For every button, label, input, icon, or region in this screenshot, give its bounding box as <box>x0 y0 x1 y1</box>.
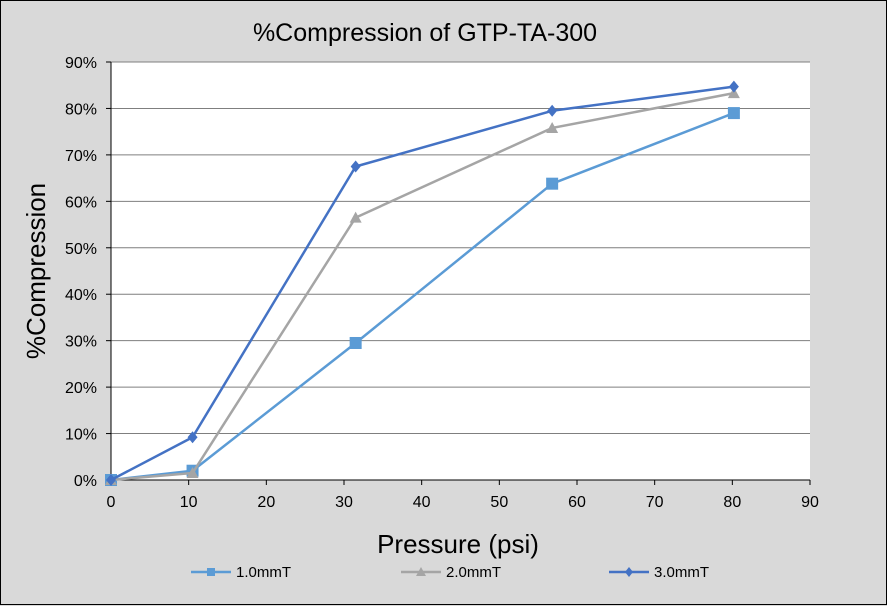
data-point <box>728 80 739 93</box>
y-tick-label: 40% <box>65 287 97 304</box>
data-point <box>106 474 116 486</box>
plot-area <box>111 62 810 480</box>
gridlines <box>111 61 810 435</box>
legend-marker <box>416 567 426 576</box>
data-point <box>349 336 362 349</box>
x-axis-title: Pressure (psi) <box>377 529 539 559</box>
legend-label: 1.0mmT <box>236 564 291 581</box>
y-tick-label: 80% <box>65 101 97 118</box>
y-tick-label: 30% <box>65 334 97 351</box>
series-group <box>105 80 740 486</box>
x-tick-label: 70 <box>646 494 664 511</box>
y-tick-label: 60% <box>65 194 97 211</box>
y-tick-label: 70% <box>65 148 97 165</box>
data-point <box>547 104 558 117</box>
legend-label: 3.0mmT <box>654 564 709 581</box>
y-axis-title: %Compression <box>21 183 51 359</box>
data-point <box>186 467 199 479</box>
x-tick-label: 20 <box>257 494 275 511</box>
legend-item: 3.0mmT <box>609 564 709 581</box>
legend-marker <box>625 567 633 577</box>
data-point <box>350 160 361 173</box>
legend-marker <box>207 568 215 576</box>
series-3.0mmT <box>106 80 739 486</box>
chart-title: %Compression of GTP-TA-300 <box>253 19 597 47</box>
y-tick-label: 0% <box>74 473 97 490</box>
data-point <box>187 431 198 444</box>
data-point <box>349 211 362 223</box>
x-tick-label: 30 <box>335 494 353 511</box>
legend-item: 2.0mmT <box>401 564 501 581</box>
legend: 1.0mmT 2.0mmT 3.0mmT <box>191 564 709 581</box>
y-axis-ticks: 0% 10% 20% 30% 40% 50% 60% 70% 80% 90% <box>65 55 111 490</box>
data-point <box>727 87 740 99</box>
x-axis-ticks: 0 10 20 30 40 50 60 70 80 90 <box>107 480 819 511</box>
x-tick-label: 10 <box>180 494 198 511</box>
legend-item: 1.0mmT <box>191 564 291 581</box>
x-tick-label: 80 <box>723 494 741 511</box>
data-point <box>546 177 559 190</box>
legend-label: 2.0mmT <box>446 564 501 581</box>
x-tick-label: 50 <box>490 494 508 511</box>
x-tick-label: 40 <box>413 494 431 511</box>
x-tick-label: 90 <box>801 494 819 511</box>
y-tick-label: 20% <box>65 380 97 397</box>
y-tick-label: 50% <box>65 241 97 258</box>
y-tick-label: 10% <box>65 427 97 444</box>
data-point <box>727 107 740 120</box>
y-tick-label: 90% <box>65 55 97 72</box>
x-tick-label: 0 <box>107 494 116 511</box>
data-point <box>546 121 559 133</box>
x-tick-label: 60 <box>568 494 586 511</box>
